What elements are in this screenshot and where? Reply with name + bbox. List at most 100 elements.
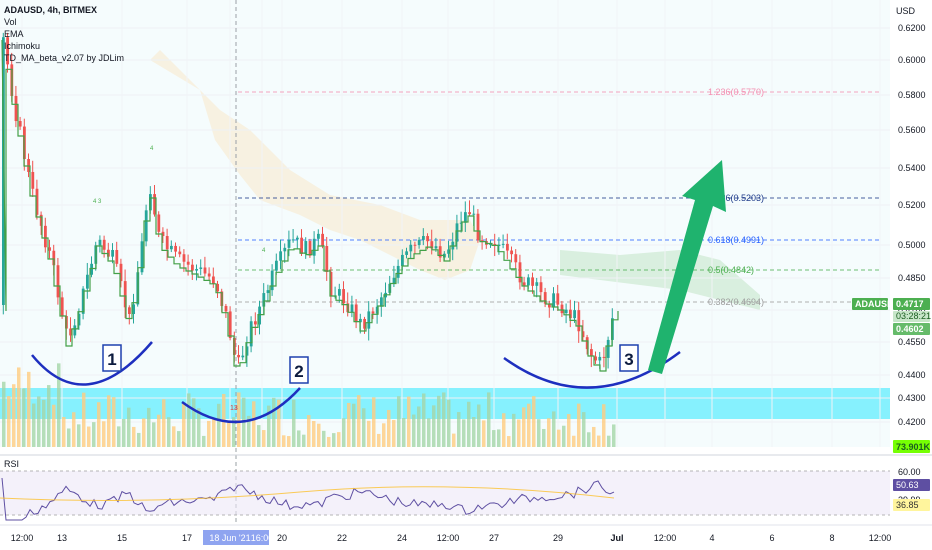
price-tick-label: 0.5000 (898, 240, 926, 250)
td-count-label: 13 (230, 405, 238, 412)
volume-bar (147, 407, 151, 447)
volume-bar (142, 418, 146, 447)
rsi-label: RSI (4, 459, 19, 469)
candle-body (237, 354, 240, 358)
volume-bar (507, 436, 511, 447)
volume-bar (497, 429, 501, 447)
volume-bar (542, 428, 546, 447)
ichimoku-cloud-1 (150, 50, 480, 280)
candle-body (182, 254, 186, 262)
price-tick-label: 0.4400 (898, 370, 926, 380)
candle-body (275, 260, 278, 271)
volume-bar (407, 396, 411, 447)
candle-body (287, 239, 291, 248)
candle-body (216, 283, 219, 292)
target-arrow (648, 160, 726, 374)
candle-body (569, 309, 572, 319)
fib-label: 0.618(0.4991) (708, 235, 764, 245)
candle-body (363, 318, 366, 329)
candle-body (203, 267, 207, 274)
volume-bar (212, 419, 216, 447)
candle-body (472, 213, 476, 215)
candle-body (354, 304, 358, 323)
legend-symbol[interactable]: ADAUSD, 4h, BITMEX (4, 5, 98, 15)
last-price-tag-bg (893, 298, 930, 310)
volume-bar (27, 371, 31, 447)
price-tick-label: 0.5400 (898, 163, 926, 173)
volume-bar (532, 396, 536, 447)
volume-bar (202, 435, 206, 447)
volume-bar (422, 393, 426, 447)
candle-body (497, 244, 501, 247)
candle-body (165, 236, 169, 250)
volume-bar (62, 417, 66, 447)
candle-body (153, 194, 156, 215)
volume-bar (562, 425, 566, 447)
countdown-tag: 03:28:21 (896, 311, 931, 321)
last-price-symbol-tag: ADAUSD (855, 299, 894, 309)
volume-bar (87, 426, 91, 447)
volume-bar (137, 432, 141, 447)
volume-bar (567, 414, 571, 447)
legend-indicator-td[interactable]: TD_MA_beta_v2.07 by JDLim (4, 53, 125, 63)
rsi-lower-tag: 36.85 (896, 500, 919, 510)
rsi-band (0, 471, 890, 515)
volume-bar (492, 430, 496, 447)
candle-body (531, 277, 534, 286)
candle-body (241, 355, 245, 358)
candle-body (317, 233, 320, 239)
time-tick-label: 12:00 (654, 533, 677, 543)
volume-bar (367, 420, 371, 447)
candle-body (489, 243, 492, 245)
volume-bar (182, 402, 186, 447)
candle-body (590, 349, 593, 357)
legend-indicator-ema[interactable]: EMA (4, 29, 24, 39)
time-tick-label: 15 (117, 533, 127, 543)
volume-bar (397, 396, 401, 447)
volume-bar (357, 395, 361, 447)
price-tick-label: 0.4300 (898, 393, 926, 403)
candle-body (602, 356, 606, 358)
volume-bar (207, 420, 211, 447)
candle-body (518, 262, 522, 283)
volume-bar (502, 413, 506, 447)
candle-body (157, 214, 161, 232)
arc-bottom-1 (31, 341, 153, 386)
volume-bar (342, 418, 346, 447)
volume-bar (392, 420, 396, 447)
legend-indicator-vol[interactable]: Vol (4, 17, 17, 27)
volume-bar (102, 421, 106, 447)
volume-bar (577, 403, 581, 447)
ema-value-tag: 0.4602 (896, 324, 924, 334)
candle-body (18, 121, 22, 127)
countdown-tag-bg (893, 311, 930, 322)
candle-body (170, 245, 173, 250)
candle-body (438, 246, 442, 258)
time-tick-label: 22 (337, 533, 347, 543)
volume-bar (582, 412, 586, 447)
candle-body (262, 293, 266, 307)
volume-value-tag-bg (893, 440, 930, 453)
candle-body (224, 305, 228, 312)
candle-body (447, 249, 450, 254)
volume-bar (322, 430, 326, 447)
price-tick-label: 0.5800 (898, 90, 926, 100)
candle-body (283, 247, 287, 252)
candle-body (464, 212, 467, 223)
volume-bar (347, 402, 351, 447)
candle-body (459, 222, 463, 224)
volume-bar (132, 426, 136, 447)
candle-body (556, 293, 560, 305)
candle-body (405, 251, 408, 255)
legend-indicator-ichimoku[interactable]: Ichimoku (4, 41, 41, 51)
volume-bar (547, 418, 551, 447)
candle-body (506, 243, 509, 251)
price-tick-label: 0.4550 (898, 337, 926, 347)
rsi-ma-line (0, 486, 615, 501)
volume-bar (442, 392, 446, 447)
volume-bar (162, 399, 166, 447)
td-count-label: 4 (262, 248, 266, 254)
volume-bar (332, 433, 336, 447)
candle-body (577, 310, 581, 332)
